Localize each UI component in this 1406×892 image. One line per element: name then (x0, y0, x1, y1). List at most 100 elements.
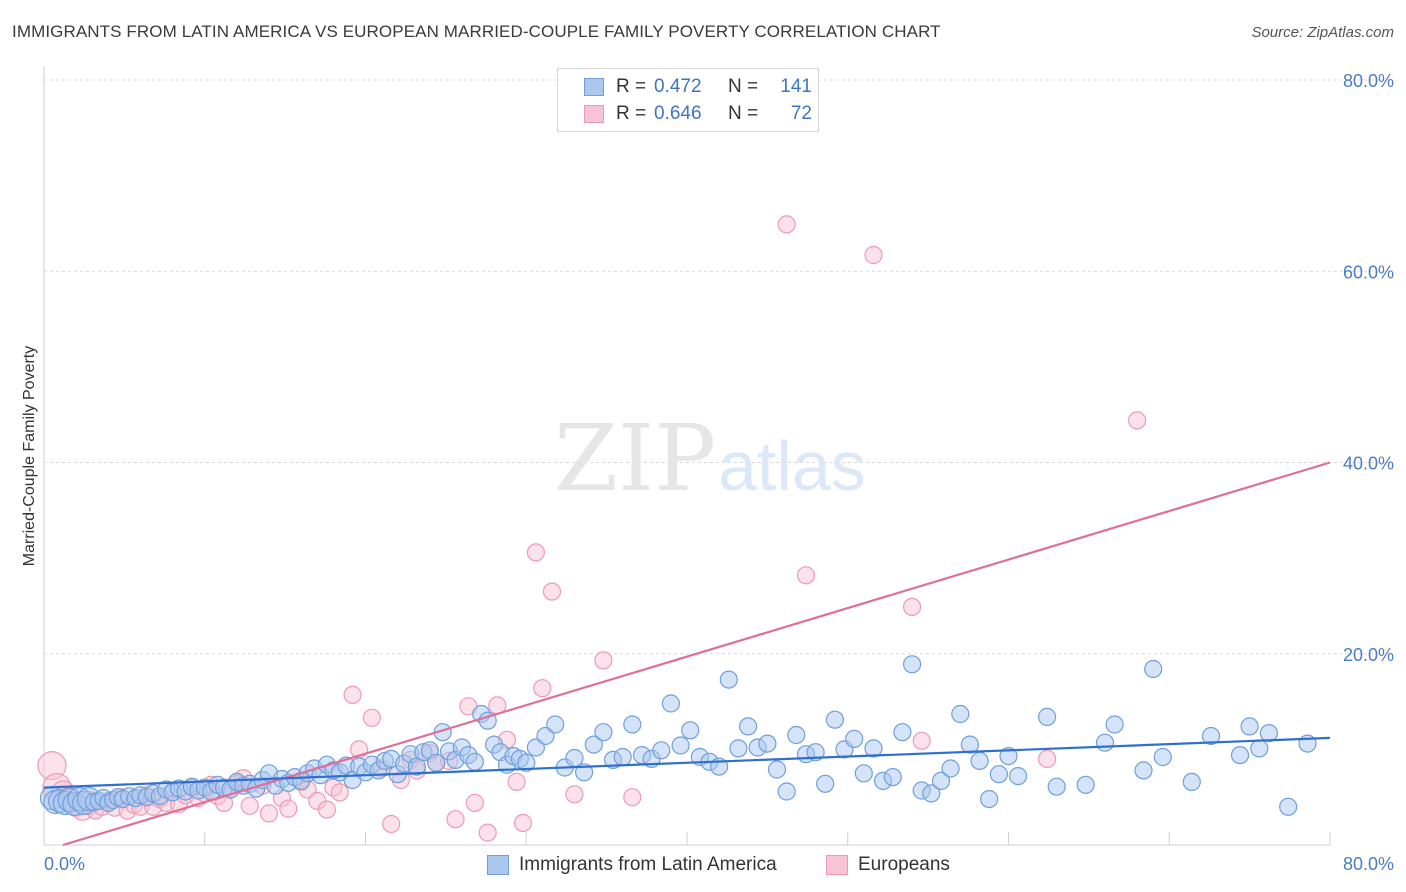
latin-america-point (546, 715, 565, 734)
watermark-atlas: atlas (718, 427, 866, 505)
europe-point (542, 582, 562, 601)
latin-america-point (960, 735, 980, 754)
latin-america-point (1008, 766, 1028, 786)
latin-america-point (594, 723, 613, 742)
latin-america-point (758, 734, 777, 753)
latin-america-point (1047, 777, 1066, 796)
y-tick-label: 20.0% (1343, 645, 1394, 665)
latin-america-point (787, 725, 806, 745)
latin-america-point (719, 670, 738, 689)
europe-point (465, 793, 484, 813)
latin-america-point (883, 767, 902, 787)
legend-row-latin-america: R = 0.472 N = 141 (584, 75, 812, 99)
y-tick-label: 60.0% (1343, 262, 1394, 282)
legend-swatch-blue (584, 78, 604, 96)
latin-america-point (1259, 723, 1279, 743)
europe-point (796, 566, 816, 585)
latin-america-point (1105, 715, 1124, 734)
x-tick-min: 0.0% (44, 854, 85, 874)
latin-america-point (893, 723, 912, 742)
europe-point (478, 823, 497, 842)
x-tick-max: 80.0% (1343, 854, 1394, 874)
latin-america-trend-line (43, 736, 1331, 789)
latin-america-point (825, 710, 845, 729)
legend-label: Immigrants from Latin America (519, 854, 777, 875)
europe-point (513, 813, 533, 833)
latin-america-point (1182, 772, 1201, 792)
watermark: ZIP atlas (554, 405, 866, 512)
latin-america-point (738, 717, 758, 736)
legend-n-label: N = (728, 76, 759, 97)
latin-america-point (777, 782, 796, 801)
latin-america-point (661, 694, 681, 713)
latin-america-point (1240, 717, 1259, 736)
latin-america-point (1153, 747, 1172, 767)
europe-point (279, 799, 298, 818)
europe-trend-line (62, 461, 1331, 847)
latin-america-point (671, 736, 690, 755)
legend-item-latin-america: Immigrants from Latin America (487, 852, 777, 878)
latin-america-point (980, 789, 999, 809)
latin-america-point (1134, 761, 1153, 780)
europe-point (317, 800, 336, 819)
latin-america-point (1250, 739, 1269, 758)
legend-swatch-pink (584, 105, 604, 123)
latin-america-point (623, 715, 642, 734)
latin-america-point (989, 765, 1009, 784)
legend-label: Europeans (858, 854, 950, 875)
legend-r-label: R = (616, 103, 647, 124)
latin-america-point (1144, 659, 1163, 679)
europe-point (565, 785, 584, 804)
latin-america-point (565, 748, 584, 768)
latin-america-point (1201, 726, 1221, 746)
legend-swatch-pink (826, 855, 848, 875)
latin-america-point (902, 655, 922, 674)
latin-america-point (1076, 775, 1095, 794)
europe-point (259, 804, 279, 823)
latin-america-point (951, 704, 970, 724)
watermark-zip: ZIP (554, 405, 716, 512)
europe-point (902, 597, 922, 617)
chart-title: IMMIGRANTS FROM LATIN AMERICA VS EUROPEA… (12, 22, 941, 41)
x-axis-ticks (204, 832, 1331, 845)
latin-america-point (681, 721, 700, 740)
europe-point (912, 731, 931, 750)
europe-point (777, 215, 796, 234)
legend-n-value: 141 (780, 76, 812, 97)
latin-america-point (845, 729, 864, 749)
latin-america-point (427, 753, 446, 772)
legend-r-value: 0.472 (654, 76, 702, 97)
europe-point (382, 814, 401, 834)
latin-america-point (652, 741, 671, 760)
legend-n-value: 72 (790, 103, 812, 124)
latin-america-points (39, 655, 1317, 817)
latin-america-point (574, 763, 594, 782)
europe-point (240, 796, 259, 815)
source-credit: Source: ZipAtlas.com (1251, 24, 1394, 41)
legend-swatch-blue (487, 855, 509, 875)
latin-america-point (931, 771, 951, 791)
trend-lines (43, 461, 1331, 847)
europe-point (1037, 749, 1057, 769)
europe-point (864, 245, 883, 265)
y-tick-label: 40.0% (1343, 454, 1394, 474)
europe-point (507, 772, 526, 792)
legend-r-value: 0.646 (654, 103, 702, 124)
europe-point (533, 679, 552, 698)
latin-america-point (767, 760, 787, 779)
legend-n-label: N = (728, 103, 759, 124)
latin-america-point (806, 743, 825, 762)
europe-point (330, 783, 349, 802)
europe-point (343, 685, 362, 705)
europe-point (526, 543, 546, 562)
europe-point (594, 651, 613, 670)
latin-america-point (1279, 797, 1298, 816)
latin-america-point (1037, 707, 1057, 727)
latin-america-point (941, 759, 960, 778)
latin-america-point (854, 764, 873, 783)
legend-row-europeans: R = 0.646 N = 72 (584, 102, 812, 126)
europe-point (623, 788, 642, 807)
legend-stats: R = 0.472 N = 141 R = 0.646 N = 72 (557, 68, 819, 132)
europe-point (362, 708, 381, 727)
